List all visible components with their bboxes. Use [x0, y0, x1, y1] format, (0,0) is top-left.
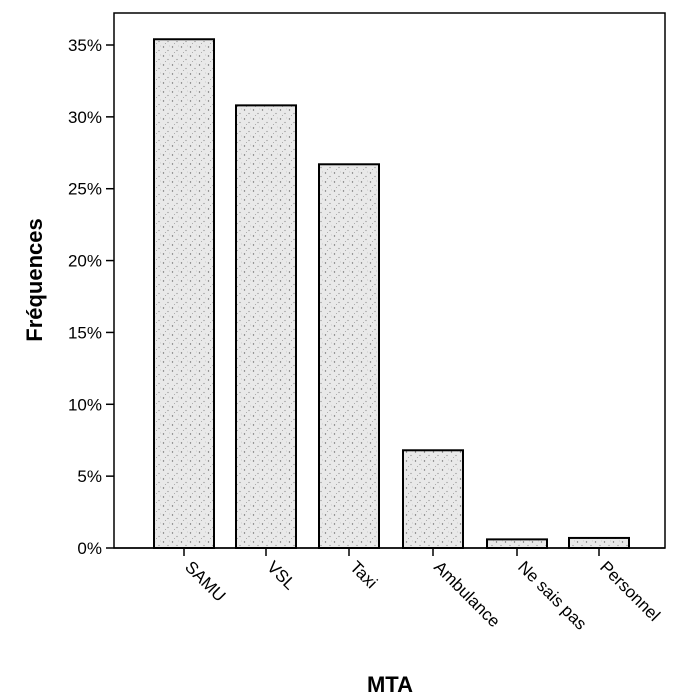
y-axis: 0% 5% 10% 15% 20% 25% 30% 35% [68, 36, 114, 558]
x-category-label-0: SAMU [181, 557, 229, 605]
x-category-label-1: VSL [263, 557, 299, 593]
bar-taxi [318, 163, 380, 549]
y-tick-label-6: 30% [68, 108, 102, 127]
bar-ambulance [402, 449, 464, 550]
y-tick-label-5: 25% [68, 180, 102, 199]
x-axis: SAMU VSL Taxi Ambulance Ne sais pas Personnel [114, 547, 665, 634]
x-category-label-3: Ambulance [430, 557, 504, 631]
x-axis-title: MTA [367, 672, 413, 697]
x-category-label-4: Ne sais pas [514, 557, 590, 633]
y-tick-label-4: 20% [68, 252, 102, 271]
y-axis-title: Fréquences [22, 218, 47, 342]
y-tick-label-7: 35% [68, 36, 102, 55]
bar-samu [153, 38, 215, 549]
x-category-label-5: Personnel [596, 557, 664, 625]
x-category-label-2: Taxi [346, 557, 381, 592]
y-tick-label-1: 5% [77, 467, 102, 486]
bar-vsl [235, 104, 297, 550]
y-tick-label-2: 10% [68, 395, 102, 414]
y-tick-label-3: 15% [68, 323, 102, 342]
y-tick-label-0: 0% [77, 539, 102, 558]
bar-ne-sais-pas [486, 538, 548, 549]
bars [153, 38, 630, 550]
bar-personnel [568, 536, 630, 550]
